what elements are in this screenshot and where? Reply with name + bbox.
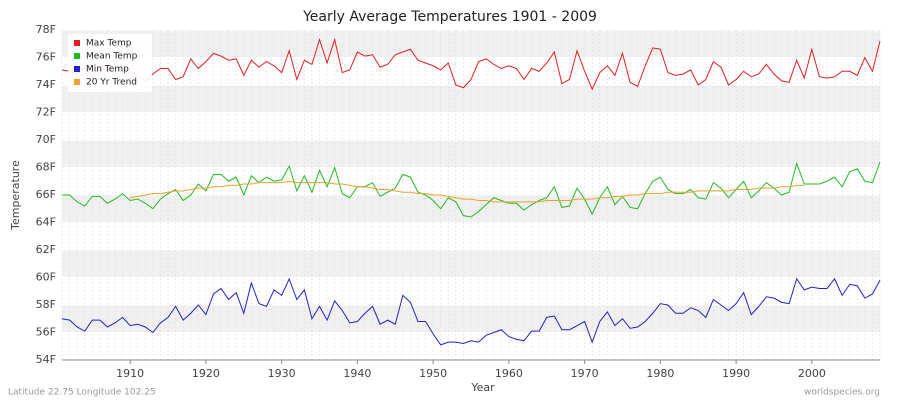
footnote: worldspecies.org xyxy=(804,388,880,398)
y-tick-label: 70F xyxy=(36,133,56,146)
x-tick-label: 1920 xyxy=(192,367,220,380)
chart-title: Yearly Average Temperatures 1901 - 2009 xyxy=(302,9,597,25)
legend-label: Max Temp xyxy=(86,39,132,49)
series-line xyxy=(130,180,805,203)
series-line xyxy=(61,277,881,346)
legend-swatch xyxy=(74,66,80,72)
x-tick-label: 2000 xyxy=(798,367,826,380)
x-tick-label: 1980 xyxy=(646,367,674,380)
y-tick-label: 68F xyxy=(36,161,56,174)
legend-box xyxy=(68,34,152,92)
y-tick-label: 74F xyxy=(36,78,56,91)
y-tick-label: 66F xyxy=(36,188,56,201)
x-axis-title: Year xyxy=(470,381,495,394)
x-tick-label: 1910 xyxy=(116,367,144,380)
x-tick-label: 1990 xyxy=(722,367,750,380)
y-tick-label: 54F xyxy=(36,353,56,366)
y-tick-label: 76F xyxy=(36,51,56,64)
y-tick-label: 78F xyxy=(36,23,56,36)
x-tick-label: 1970 xyxy=(571,367,599,380)
y-tick-label: 56F xyxy=(36,326,56,339)
legend-label: Min Temp xyxy=(86,65,129,75)
legend-label: 20 Yr Trend xyxy=(86,78,137,88)
x-tick-label: 1960 xyxy=(495,367,523,380)
x-tick-label: 1950 xyxy=(419,367,447,380)
y-tick-label: 58F xyxy=(36,298,56,311)
y-axis-title: Temperature xyxy=(9,160,22,231)
y-tick-label: 60F xyxy=(36,271,56,284)
y-tick-label: 72F xyxy=(36,106,56,119)
series-line xyxy=(62,161,881,218)
y-tick-label: 64F xyxy=(36,216,56,229)
legend-swatch xyxy=(74,79,80,85)
y-tick-label: 62F xyxy=(36,243,56,256)
x-tick-label: 1940 xyxy=(343,367,371,380)
legend-swatch xyxy=(74,53,80,59)
footnote: Latitude 22.75 Longitude 102.25 xyxy=(8,388,156,398)
x-tick-label: 1930 xyxy=(268,367,296,380)
legend-label: Mean Temp xyxy=(86,52,138,62)
series-line xyxy=(61,37,881,91)
legend-swatch xyxy=(74,40,80,46)
